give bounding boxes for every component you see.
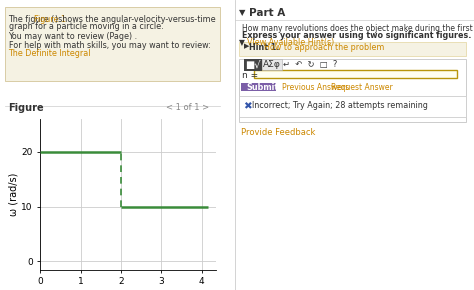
- Text: ↵  ↶  ↻  □  ?: ↵ ↶ ↻ □ ?: [283, 60, 337, 69]
- Text: graph for a particle moving in a circle.: graph for a particle moving in a circle.: [9, 22, 163, 31]
- Text: Previous Answers: Previous Answers: [282, 83, 349, 92]
- Text: How many revolutions does the object make during the first 3.2 s ?: How many revolutions does the object mak…: [242, 24, 474, 33]
- Text: Submit: Submit: [246, 83, 279, 92]
- Text: n =: n =: [242, 71, 258, 80]
- X-axis label: t (s): t (s): [118, 289, 138, 290]
- Text: Part A: Part A: [249, 8, 285, 18]
- Text: ✖: ✖: [243, 102, 251, 111]
- Text: ▶: ▶: [244, 44, 249, 50]
- Text: You may want to review (Page) .: You may want to review (Page) .: [9, 32, 137, 41]
- Text: Provide Feedback: Provide Feedback: [241, 128, 315, 137]
- Text: Request Answer: Request Answer: [331, 83, 392, 92]
- Text: )shows the angular-velocity-versus-time: )shows the angular-velocity-versus-time: [55, 15, 216, 24]
- Text: How to approach the problem: How to approach the problem: [264, 44, 385, 52]
- Y-axis label: ω (rad/s): ω (rad/s): [9, 173, 18, 216]
- Text: Incorrect; Try Again; 28 attempts remaining: Incorrect; Try Again; 28 attempts remain…: [252, 102, 428, 110]
- Text: AΣφ: AΣφ: [263, 60, 281, 69]
- Text: Figure 1: Figure 1: [34, 15, 66, 24]
- Text: For help with math skills, you may want to review:: For help with math skills, you may want …: [9, 41, 210, 50]
- Text: ▼: ▼: [239, 38, 245, 47]
- Text: The figure (: The figure (: [9, 15, 55, 24]
- Text: Hint 1.: Hint 1.: [249, 44, 279, 52]
- Text: View Available Hint(s): View Available Hint(s): [247, 38, 335, 47]
- Text: ▼: ▼: [239, 8, 246, 17]
- Text: ■√: ■√: [246, 60, 261, 70]
- Text: Express your answer using two significant figures.: Express your answer using two significan…: [242, 31, 471, 40]
- Text: Figure: Figure: [9, 103, 44, 113]
- Text: < 1 of 1 >: < 1 of 1 >: [166, 103, 209, 112]
- Text: The Definite Integral: The Definite Integral: [9, 49, 91, 58]
